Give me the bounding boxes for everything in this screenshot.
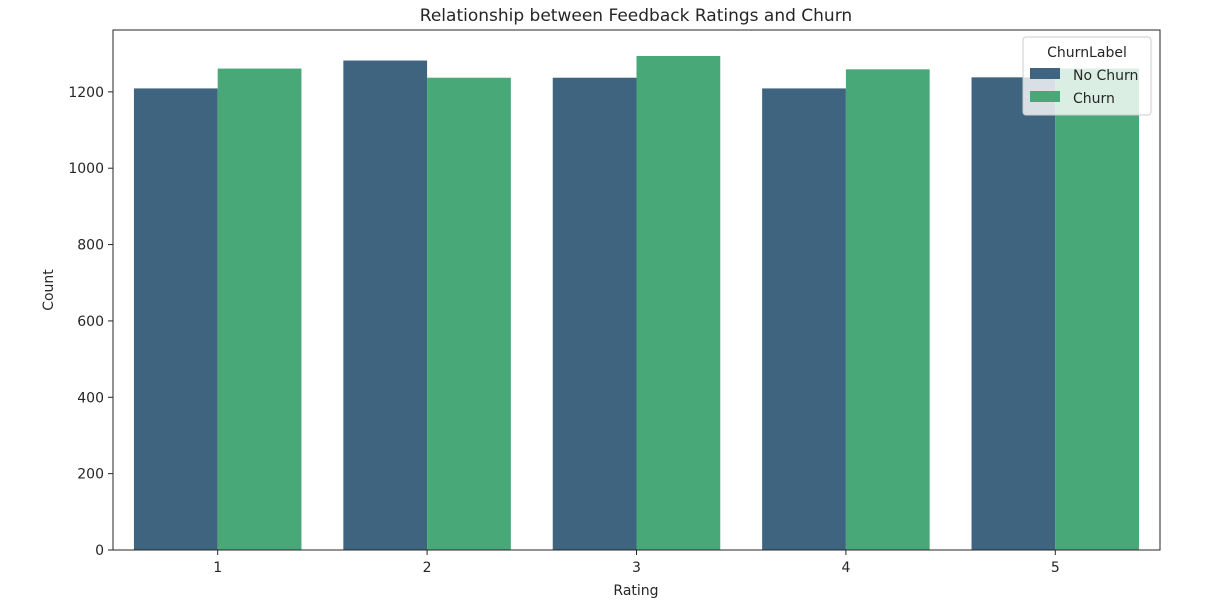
plot-frame	[112, 29, 1161, 551]
y-axis-ticks: 0 200 400 600 800 1000 1200	[68, 85, 113, 559]
bar-no-churn-rating-4	[762, 88, 846, 550]
bar-churn-rating-2	[427, 77, 511, 550]
x-tick-label-1: 1	[213, 560, 222, 576]
legend-swatch-no-churn	[1030, 68, 1060, 79]
y-tick-label-200: 200	[77, 467, 104, 483]
bar-no-churn-rating-1	[133, 88, 218, 550]
bar-no-churn-rating-5	[971, 77, 1056, 550]
bar-no-churn-rating-2	[343, 60, 428, 550]
y-tick-label-1000: 1000	[68, 161, 104, 177]
bars-layer	[133, 55, 1140, 551]
bar-churn-rating-1	[217, 68, 302, 550]
legend-swatch-churn	[1030, 91, 1060, 102]
y-tick-label-0: 0	[95, 543, 104, 559]
x-axis-ticks: 1 2 3 4 5	[213, 550, 1060, 576]
y-tick-label-600: 600	[77, 314, 104, 330]
x-tick-label-3: 3	[632, 560, 641, 576]
chart-title: Relationship between Feedback Ratings an…	[420, 6, 852, 26]
x-tick-label-4: 4	[841, 560, 850, 576]
legend-label-no-churn: No Churn	[1073, 68, 1138, 84]
x-tick-label-2: 2	[423, 560, 432, 576]
legend-label-churn: Churn	[1073, 91, 1115, 107]
bar-churn-rating-4	[845, 69, 930, 550]
legend-title: ChurnLabel	[1047, 45, 1127, 61]
x-tick-label-5: 5	[1051, 560, 1060, 576]
bar-no-churn-rating-3	[552, 77, 637, 550]
y-tick-label-800: 800	[77, 238, 104, 254]
y-tick-label-400: 400	[77, 390, 104, 406]
y-tick-label-1200: 1200	[68, 85, 104, 101]
bar-churn-rating-5	[1055, 68, 1140, 550]
y-axis-label: Count	[41, 269, 57, 311]
x-axis-label: Rating	[613, 583, 658, 599]
bar-churn-rating-3	[636, 55, 721, 551]
legend: ChurnLabel No Churn Churn	[1022, 36, 1152, 116]
